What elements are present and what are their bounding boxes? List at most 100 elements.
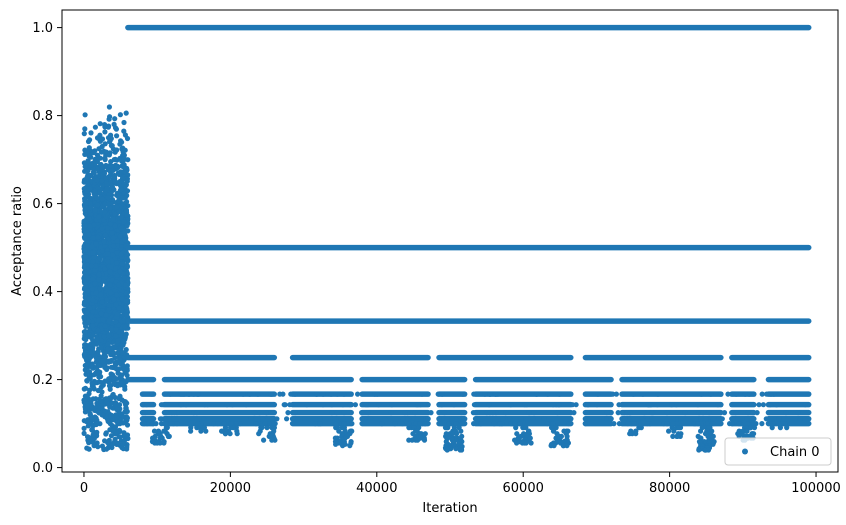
data-point bbox=[115, 350, 121, 356]
data-point bbox=[768, 391, 774, 397]
data-point bbox=[162, 421, 168, 427]
data-point bbox=[110, 243, 117, 249]
data-point bbox=[115, 338, 121, 344]
data-point bbox=[222, 431, 229, 437]
data-point bbox=[458, 428, 464, 434]
data-point bbox=[102, 232, 108, 238]
data-point bbox=[125, 216, 131, 222]
data-point bbox=[268, 391, 274, 397]
data-point bbox=[421, 437, 428, 443]
data-point bbox=[96, 276, 102, 283]
data-point bbox=[89, 380, 95, 386]
data-point bbox=[108, 371, 114, 377]
data-point bbox=[85, 158, 91, 164]
data-point bbox=[116, 305, 122, 311]
data-point bbox=[96, 214, 102, 220]
data-point bbox=[83, 254, 89, 260]
data-point bbox=[744, 416, 750, 422]
data-point bbox=[124, 270, 130, 276]
data-point bbox=[304, 402, 310, 408]
data-point bbox=[374, 391, 380, 397]
data-point bbox=[513, 425, 519, 431]
data-point bbox=[112, 156, 118, 162]
data-point bbox=[518, 416, 524, 422]
data-point bbox=[119, 342, 126, 348]
data-point bbox=[264, 425, 270, 431]
data-point bbox=[334, 410, 340, 416]
data-point bbox=[98, 393, 104, 399]
data-point bbox=[99, 299, 105, 305]
data-point bbox=[179, 391, 186, 397]
data-point bbox=[124, 312, 130, 318]
y-tick-label: 0.0 bbox=[32, 461, 53, 476]
data-point bbox=[110, 235, 117, 241]
x-axis-label: Iteration bbox=[422, 501, 477, 516]
data-point bbox=[109, 163, 115, 169]
data-point bbox=[124, 366, 130, 372]
data-point bbox=[425, 416, 431, 422]
data-point bbox=[229, 402, 235, 408]
data-point bbox=[81, 314, 87, 320]
data-point bbox=[696, 447, 702, 453]
data-point bbox=[121, 119, 127, 126]
data-point bbox=[104, 366, 110, 372]
data-point bbox=[379, 421, 385, 427]
data-point bbox=[82, 280, 88, 286]
data-point bbox=[105, 341, 111, 347]
data-point bbox=[534, 391, 540, 397]
data-point bbox=[124, 188, 131, 194]
data-point bbox=[87, 153, 93, 159]
data-point bbox=[782, 421, 788, 427]
data-point bbox=[154, 440, 160, 446]
data-point bbox=[106, 152, 112, 158]
data-point bbox=[112, 287, 119, 293]
data-point bbox=[736, 421, 742, 427]
data-point bbox=[123, 304, 129, 310]
data-point bbox=[194, 391, 201, 397]
data-point bbox=[102, 141, 108, 147]
data-point bbox=[107, 396, 113, 402]
data-point bbox=[85, 168, 91, 174]
data-point bbox=[119, 397, 125, 403]
data-point bbox=[153, 421, 159, 427]
data-point bbox=[655, 391, 661, 397]
data-point bbox=[92, 267, 98, 273]
data-point bbox=[669, 402, 675, 408]
data-point bbox=[123, 252, 130, 258]
data-point bbox=[608, 416, 614, 422]
data-point bbox=[644, 416, 650, 422]
data-point bbox=[646, 402, 652, 408]
data-point bbox=[670, 421, 676, 427]
data-point bbox=[95, 327, 101, 333]
data-point bbox=[512, 421, 518, 427]
data-point bbox=[87, 349, 93, 355]
data-point bbox=[86, 318, 92, 324]
data-point bbox=[92, 263, 99, 269]
data-point bbox=[114, 147, 120, 153]
data-point bbox=[487, 391, 493, 397]
data-point bbox=[682, 410, 688, 416]
data-point bbox=[751, 425, 758, 431]
data-point bbox=[352, 402, 358, 408]
data-point bbox=[754, 410, 760, 416]
data-point bbox=[444, 447, 450, 453]
data-point bbox=[269, 437, 275, 443]
data-point bbox=[114, 243, 120, 249]
x-tick-label: 80000 bbox=[649, 481, 690, 496]
data-point bbox=[773, 402, 779, 408]
data-point bbox=[459, 447, 465, 453]
data-point bbox=[100, 358, 106, 364]
data-point bbox=[654, 402, 661, 408]
data-point bbox=[247, 391, 253, 397]
data-point bbox=[122, 282, 129, 288]
data-point bbox=[355, 391, 361, 397]
data-point bbox=[763, 416, 769, 422]
data-point bbox=[98, 292, 104, 298]
data-point bbox=[472, 410, 478, 416]
data-point bbox=[96, 146, 102, 152]
data-point bbox=[92, 124, 98, 130]
data-point bbox=[171, 410, 177, 416]
data-point bbox=[88, 341, 94, 347]
data-point bbox=[124, 178, 130, 184]
data-point bbox=[389, 402, 395, 408]
